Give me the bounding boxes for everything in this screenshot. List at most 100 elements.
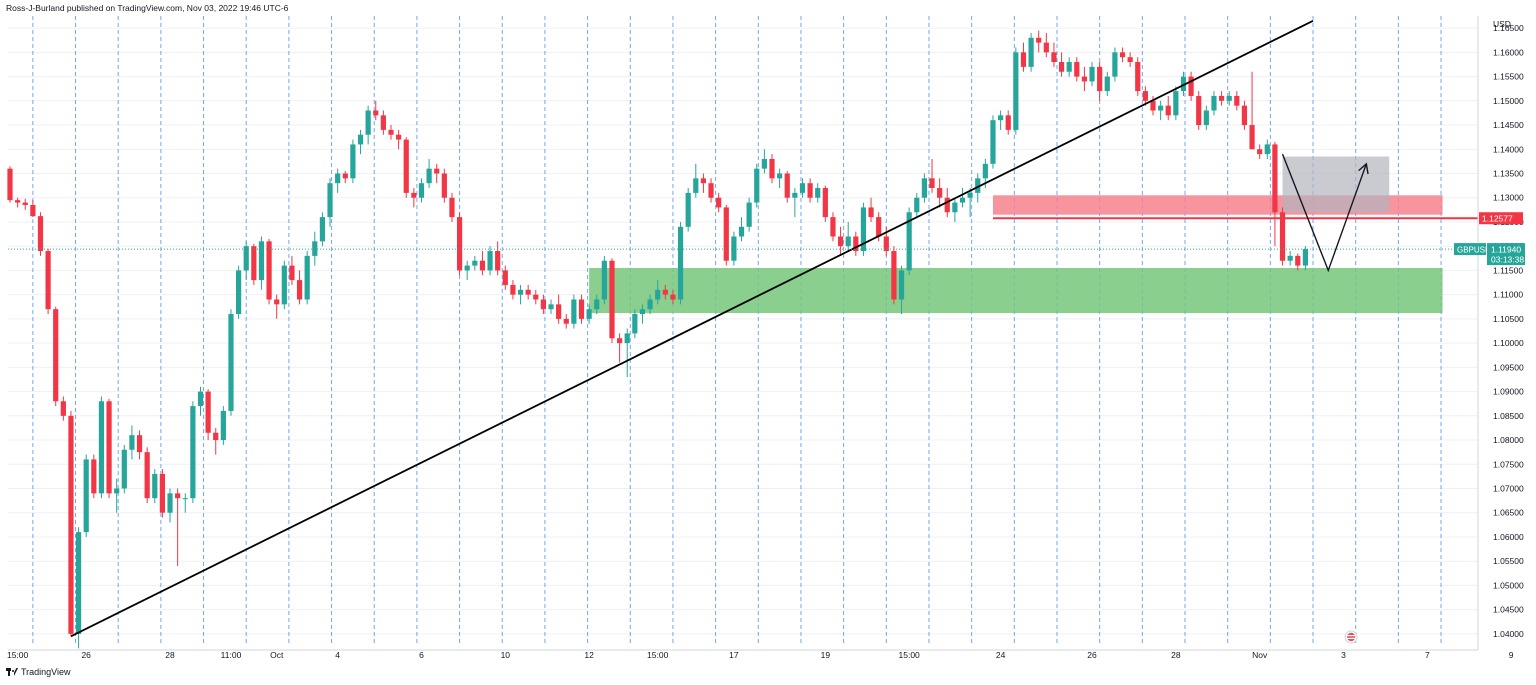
candle-body <box>708 183 714 198</box>
candle-body <box>418 183 425 198</box>
y-tick-label: 1.08500 <box>1493 411 1524 421</box>
symbol-text: GBPUSD <box>1457 246 1491 255</box>
candle-body <box>792 192 798 198</box>
candle-body <box>45 251 51 310</box>
y-tick-label: 1.08000 <box>1493 435 1524 445</box>
candle-body <box>548 304 554 310</box>
candle-body <box>853 236 859 252</box>
candle-body <box>190 406 196 499</box>
candle-body <box>1142 91 1148 101</box>
candle-body <box>914 197 920 213</box>
candle-body <box>456 217 463 271</box>
support-zone <box>589 268 1443 314</box>
candle-body <box>601 260 607 300</box>
candle-body <box>822 188 828 218</box>
candle-body <box>236 270 242 315</box>
candle-body <box>152 473 158 499</box>
candle-body <box>1081 76 1088 82</box>
candle-body <box>1188 76 1194 96</box>
candle-body <box>68 415 74 634</box>
candle-body <box>1051 52 1057 63</box>
candle-body <box>609 260 615 339</box>
candle-body <box>937 188 943 198</box>
x-tick-label: 15:00 <box>899 650 921 660</box>
candle-body <box>952 202 958 213</box>
us-flag-event-icon <box>1346 635 1356 637</box>
x-tick-label: 11:00 <box>221 650 242 660</box>
candle-body <box>121 449 127 489</box>
candle-body <box>761 158 767 169</box>
candle-body <box>1112 52 1118 77</box>
candle-body <box>830 217 836 237</box>
candle-body <box>1241 105 1248 126</box>
candle-body <box>556 304 562 319</box>
x-tick-label: 28 <box>1171 650 1181 660</box>
candle-body <box>37 216 44 252</box>
candle-body <box>647 299 653 310</box>
candle-body <box>159 473 165 513</box>
countdown-text: 03:13:38 <box>1491 255 1524 265</box>
candle-body <box>7 168 13 201</box>
candle-body <box>578 299 585 319</box>
y-tick-label: 1.15500 <box>1493 72 1524 82</box>
candle-body <box>1036 37 1042 43</box>
symbol-tag <box>1454 243 1486 256</box>
candle-body <box>197 391 204 407</box>
candle-body <box>837 236 844 247</box>
candle-body <box>700 178 707 184</box>
candle-body <box>472 260 478 266</box>
candle-body <box>327 183 333 218</box>
candle-body <box>205 391 211 433</box>
candle-body <box>746 202 752 227</box>
candle-body <box>15 200 21 203</box>
candle-body <box>639 309 646 315</box>
candle-body <box>1249 125 1255 150</box>
candle-body <box>860 207 867 252</box>
candle-body <box>624 333 630 344</box>
candle-body <box>1013 52 1019 130</box>
candle-body <box>274 299 280 305</box>
projection-arrow <box>1281 153 1368 273</box>
candle-body <box>670 294 676 300</box>
zones-layer <box>589 156 1443 314</box>
candle-body <box>1066 62 1072 72</box>
candle-body <box>716 197 722 208</box>
candle-body <box>807 183 813 198</box>
candle-body <box>883 236 889 252</box>
y-tick-label: 1.06500 <box>1493 508 1524 518</box>
candle-body <box>228 314 234 411</box>
candle-body <box>738 226 745 237</box>
candle-body <box>723 207 729 261</box>
candle-body <box>1005 115 1011 130</box>
y-tick-label: 1.07500 <box>1493 459 1524 469</box>
candle-body <box>998 115 1004 121</box>
time-axis: 15:00 26 28 11:00 Oct 4 6 10 12 15:00 17 19 15:00 24 2… <box>7 649 1514 660</box>
candle-body <box>411 192 417 198</box>
candle-body <box>98 401 105 494</box>
candle-body <box>1180 76 1187 92</box>
candle-body <box>1295 255 1301 266</box>
candle-body <box>845 236 851 247</box>
candle-body <box>1234 95 1240 106</box>
y-tick-label: 1.10000 <box>1493 338 1524 348</box>
x-tick-label: 17 <box>729 650 739 660</box>
last-price-tag <box>1487 243 1525 266</box>
candle-body <box>769 158 775 179</box>
candle-body <box>502 270 508 285</box>
brand-footer[interactable]: TradingView <box>6 667 71 677</box>
candle-body <box>929 178 935 189</box>
candle-body <box>959 197 966 203</box>
candle-body <box>350 144 356 179</box>
candle-body <box>182 498 188 500</box>
candle-body <box>982 163 988 179</box>
candle-body <box>1135 62 1141 92</box>
candle-body <box>891 251 897 300</box>
y-tick-label: 1.16500 <box>1493 23 1524 33</box>
candle-body <box>967 192 973 198</box>
candle-body <box>83 459 89 533</box>
y-tick-label: 1.09000 <box>1493 387 1524 397</box>
candle-body <box>129 435 135 450</box>
candle-body <box>60 401 66 416</box>
candle-body <box>662 289 668 295</box>
